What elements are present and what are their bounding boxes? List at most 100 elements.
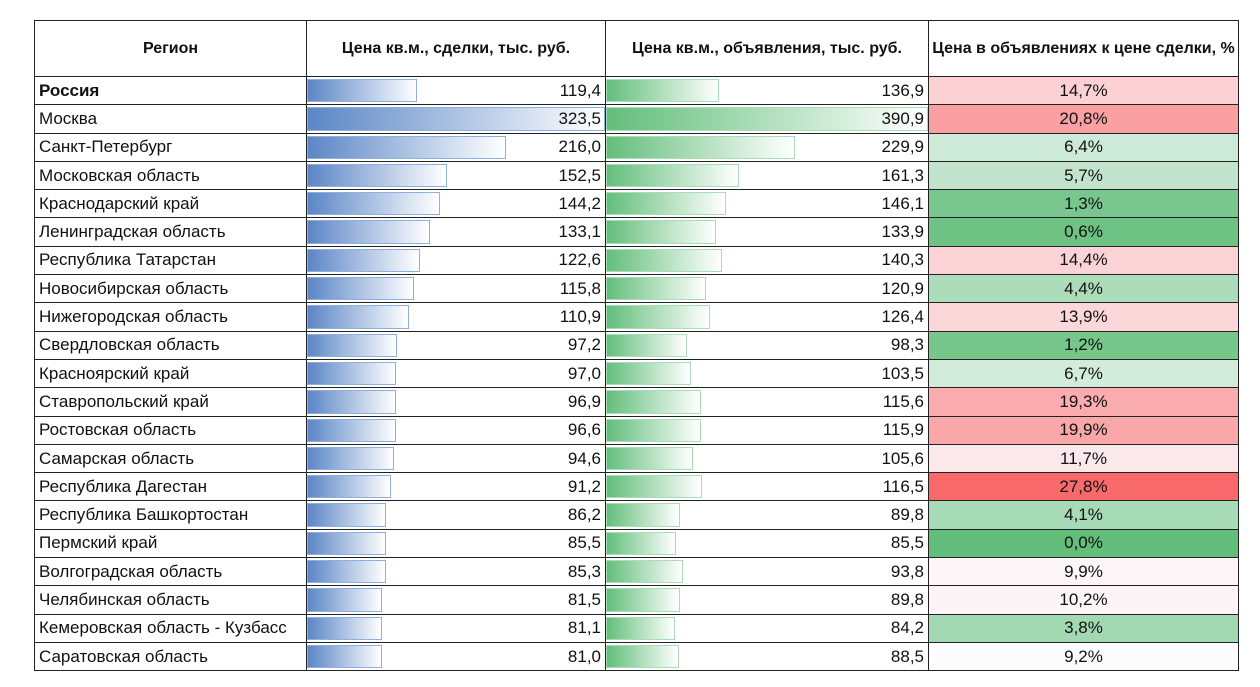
deal-price-bar xyxy=(307,560,386,584)
ad-price-bar xyxy=(606,192,727,216)
deal-price-cell: 97,0 xyxy=(306,358,606,389)
region-price-table: Регион Цена кв.м., сделки, тыс. руб. Цен… xyxy=(34,20,1239,672)
region-name: Краснодарский край xyxy=(34,189,307,219)
deal-price-cell: 81,0 xyxy=(306,641,606,672)
table-row: Самарская область 94,6 105,6 11,7% xyxy=(34,443,1239,474)
deal-price-value: 81,1 xyxy=(567,618,601,638)
ratio-cell: 11,7% xyxy=(928,443,1239,474)
deal-price-value: 119,4 xyxy=(559,80,601,100)
ratio-cell: 27,8% xyxy=(928,472,1239,502)
ad-price-bar xyxy=(606,361,692,386)
ratio-cell: 13,9% xyxy=(928,302,1239,332)
ad-price-value: 103,5 xyxy=(881,363,924,383)
ad-price-value: 161,3 xyxy=(881,165,924,185)
deal-price-bar xyxy=(307,418,396,442)
deal-price-bar xyxy=(307,361,397,386)
region-name: Нижегородская область xyxy=(34,302,307,332)
region-name: Республика Татарстан xyxy=(34,245,307,276)
deal-price-value: 96,9 xyxy=(567,391,601,411)
table-row: Красноярский край 97,0 103,5 6,7% xyxy=(34,358,1239,389)
region-name: Ставропольский край xyxy=(34,387,307,417)
ratio-cell: 0,6% xyxy=(928,217,1239,247)
deal-price-cell: 122,6 xyxy=(306,245,606,276)
ad-price-bar xyxy=(606,135,796,159)
ratio-cell: 9,9% xyxy=(928,557,1239,587)
ad-price-bar xyxy=(606,560,684,584)
deal-price-cell: 86,2 xyxy=(306,500,606,530)
deal-price-value: 91,2 xyxy=(567,476,601,496)
deal-price-value: 81,5 xyxy=(567,589,601,609)
table-row: Свердловская область 97,2 98,3 1,2% xyxy=(34,330,1239,360)
region-name: Ростовская область xyxy=(34,415,307,445)
deal-price-cell: 323,5 xyxy=(306,104,606,134)
deal-price-value: 81,0 xyxy=(567,646,601,666)
ratio-cell: 9,2% xyxy=(928,641,1239,672)
ad-price-cell: 98,3 xyxy=(605,330,929,360)
deal-price-value: 122,6 xyxy=(558,250,601,270)
ad-price-cell: 84,2 xyxy=(605,613,929,643)
region-name: Красноярский край xyxy=(34,358,307,389)
deal-price-value: 152,5 xyxy=(558,165,601,185)
ad-price-bar xyxy=(606,220,717,244)
deal-price-cell: 110,9 xyxy=(306,302,606,332)
ad-price-bar xyxy=(606,616,676,640)
deal-price-bar xyxy=(307,107,605,131)
table-row: Волгоградская область 85,3 93,8 9,9% xyxy=(34,557,1239,587)
header-region: Регион xyxy=(34,20,307,77)
deal-price-cell: 96,6 xyxy=(306,415,606,445)
region-name: Саратовская область xyxy=(34,641,307,672)
ad-price-cell: 105,6 xyxy=(605,443,929,474)
ad-price-cell: 115,6 xyxy=(605,387,929,417)
region-name: Кемеровская область - Кузбасс xyxy=(34,613,307,643)
region-name: Санкт-Петербург xyxy=(34,132,307,162)
ad-price-cell: 89,8 xyxy=(605,500,929,530)
ad-price-value: 93,8 xyxy=(890,561,924,581)
ad-price-bar xyxy=(606,503,680,527)
deal-price-cell: 115,8 xyxy=(306,274,606,304)
deal-price-bar xyxy=(307,248,420,273)
deal-price-value: 97,2 xyxy=(567,335,601,355)
deal-price-value: 144,2 xyxy=(558,193,601,213)
ad-price-cell: 136,9 xyxy=(605,75,929,106)
deal-price-bar xyxy=(307,277,414,301)
deal-price-bar xyxy=(307,135,506,159)
ad-price-bar xyxy=(606,390,702,414)
ratio-cell: 6,4% xyxy=(928,132,1239,162)
region-name: Волгоградская область xyxy=(34,557,307,587)
ratio-cell: 0,0% xyxy=(928,528,1239,559)
ad-price-value: 115,6 xyxy=(882,391,924,411)
deal-price-bar xyxy=(307,446,395,471)
ratio-cell: 20,8% xyxy=(928,104,1239,134)
deal-price-cell: 133,1 xyxy=(306,217,606,247)
table-row: Саратовская область 81,0 88,5 9,2% xyxy=(34,641,1239,672)
ad-price-bar xyxy=(606,107,928,131)
table-row: Пермский край 85,5 85,5 0,0% xyxy=(34,528,1239,559)
deal-price-cell: 96,9 xyxy=(306,387,606,417)
table-row: Ростовская область 96,6 115,9 19,9% xyxy=(34,415,1239,445)
ad-price-bar xyxy=(606,644,679,669)
table-row: Новосибирская область 115,8 120,9 4,4% xyxy=(34,274,1239,304)
table-row: Республика Дагестан 91,2 116,5 27,8% xyxy=(34,472,1239,502)
deal-price-cell: 94,6 xyxy=(306,443,606,474)
deal-price-cell: 152,5 xyxy=(306,160,606,191)
table-row: Нижегородская область 110,9 126,4 13,9% xyxy=(34,302,1239,332)
ratio-cell: 6,7% xyxy=(928,358,1239,389)
ad-price-cell: 133,9 xyxy=(605,217,929,247)
ad-price-value: 89,8 xyxy=(890,505,924,525)
ad-price-cell: 93,8 xyxy=(605,557,929,587)
table-row: Республика Татарстан 122,6 140,3 14,4% xyxy=(34,245,1239,276)
deal-price-cell: 91,2 xyxy=(306,472,606,502)
deal-price-bar xyxy=(307,192,440,216)
ad-price-value: 115,9 xyxy=(882,420,924,440)
region-name: Ленинградская область xyxy=(34,217,307,247)
deal-price-value: 94,6 xyxy=(567,448,601,468)
table-row: Кемеровская область - Кузбасс 81,1 84,2 3,8… xyxy=(34,613,1239,643)
region-name: Самарская область xyxy=(34,443,307,474)
header-ratio: Цена в объявлениях к цене сделки, % xyxy=(928,20,1239,77)
ad-price-cell: 161,3 xyxy=(605,160,929,191)
deal-price-value: 115,8 xyxy=(559,278,601,298)
table-row: Московская область 152,5 161,3 5,7% xyxy=(34,160,1239,191)
ad-price-bar xyxy=(606,588,680,612)
table-row: Челябинская область 81,5 89,8 10,2% xyxy=(34,585,1239,615)
ad-price-bar xyxy=(606,277,706,301)
